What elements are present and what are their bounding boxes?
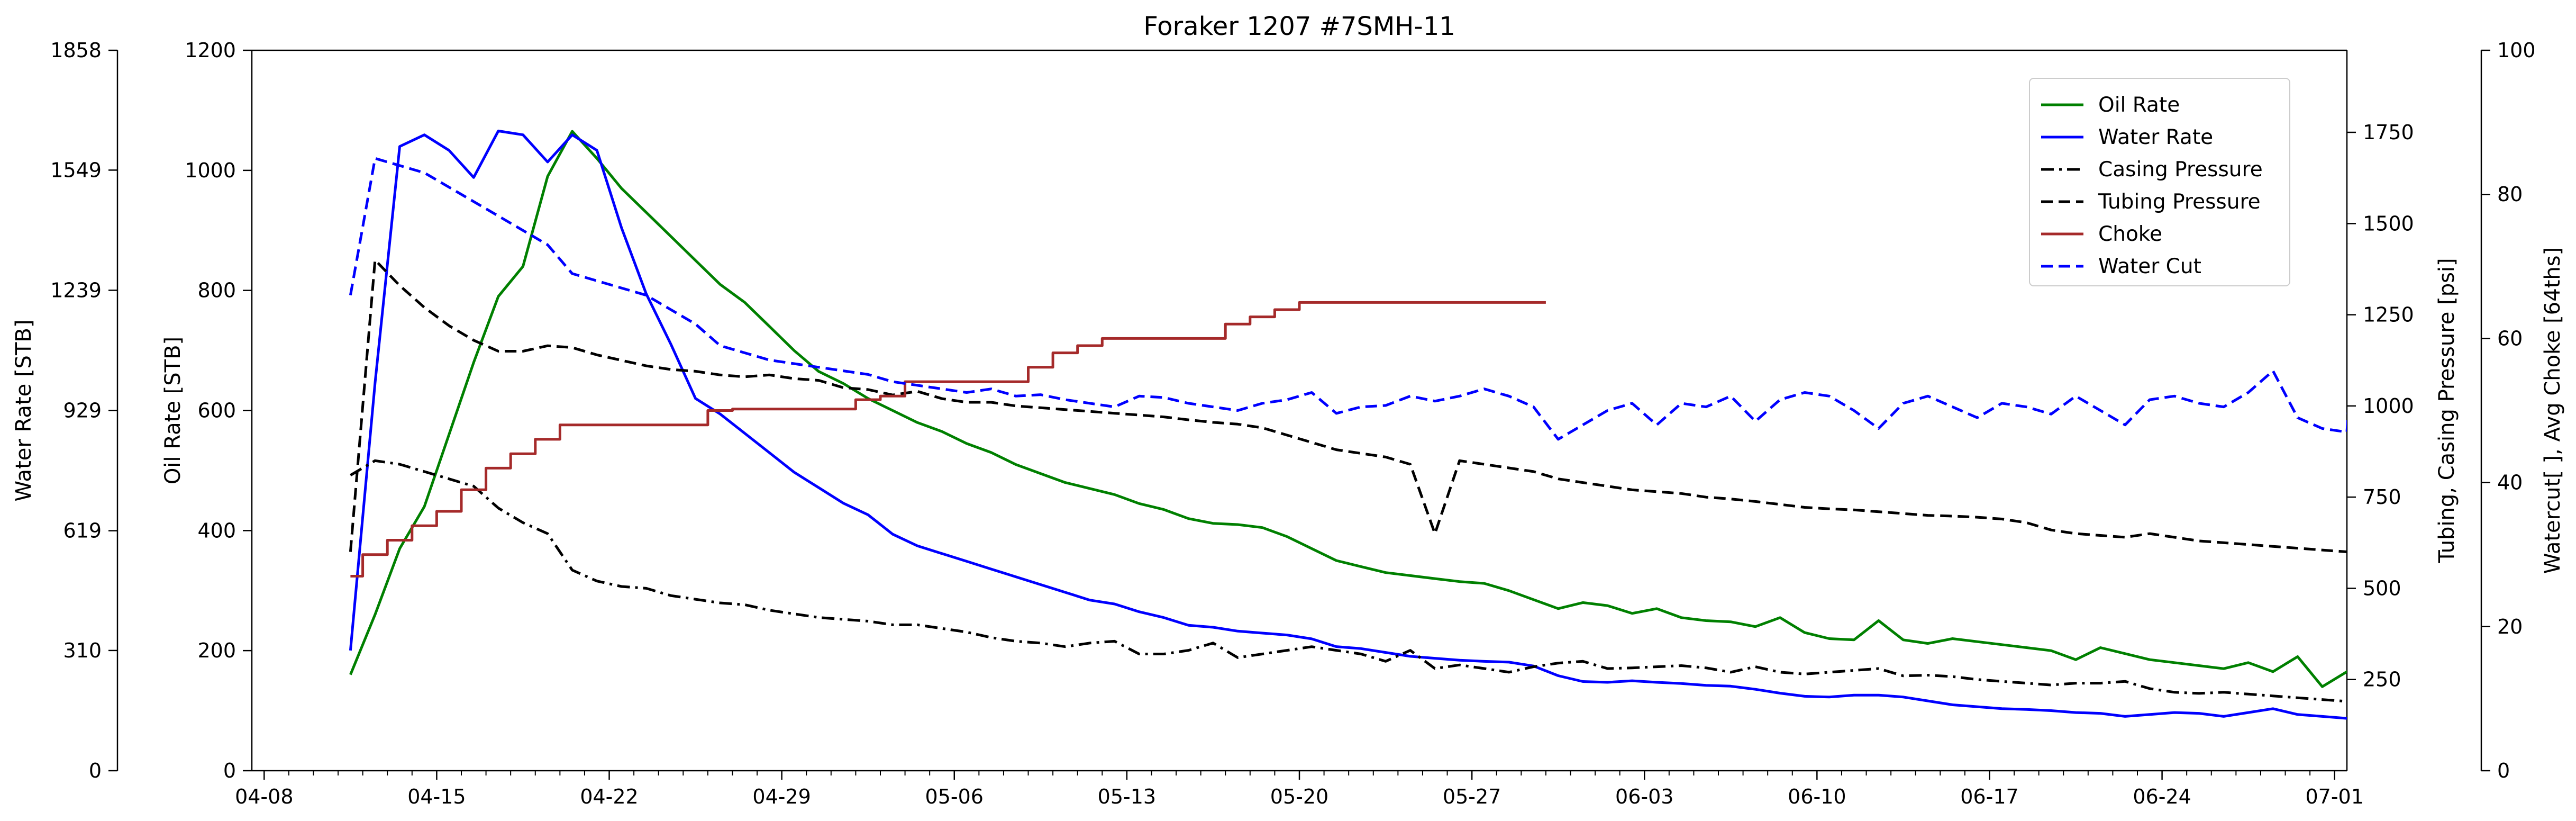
percent-tick-label: 60 [2497, 327, 2523, 350]
percent-tick-label: 0 [2497, 759, 2510, 782]
oil-axis-label: Oil Rate [STB] [161, 337, 185, 484]
legend-entry: Oil Rate [2098, 93, 2180, 117]
legend-entry: Water Rate [2098, 125, 2213, 149]
pressure-tick-label: 750 [2363, 485, 2401, 509]
water-tick-label: 929 [63, 399, 102, 422]
x-tick-label: 05-20 [1270, 785, 1328, 808]
chart-title: Foraker 1207 #7SMH-11 [1143, 12, 1455, 41]
series-line-tubing-pressure [349, 258, 2347, 554]
legend-entry: Casing Pressure [2098, 158, 2263, 182]
series-line-casing-pressure [350, 459, 2347, 703]
legend-entry: Choke [2098, 222, 2162, 246]
series-line-choke [350, 301, 1546, 578]
series-line-oil-rate [349, 130, 2347, 688]
water-tick-label: 1549 [50, 158, 102, 182]
x-tick-label: 04-29 [752, 785, 811, 808]
x-tick-label: 05-06 [925, 785, 984, 808]
legend: Oil Rate Water Rate Casing Pressure Tubing … [2029, 78, 2290, 286]
oil-tick-label: 1000 [185, 159, 236, 182]
pressure-tick-label: 1250 [2363, 303, 2414, 327]
x-tick-label: 05-13 [1098, 785, 1156, 808]
pressure-tick-label: 1500 [2363, 212, 2414, 235]
x-tick-label: 06-17 [1960, 785, 2018, 808]
pressure-tick-label: 250 [2363, 668, 2401, 691]
x-tick-label: 05-27 [1443, 785, 1501, 808]
legend-box [2029, 78, 2290, 286]
percent-tick-label: 80 [2497, 183, 2523, 206]
water-tick-label: 0 [89, 759, 102, 782]
pressure-tick-label: 1000 [2363, 394, 2414, 418]
water-tick-label: 619 [63, 519, 102, 543]
water-tick-label: 1239 [50, 278, 102, 302]
series-line-water-rate [349, 129, 2347, 720]
oil-tick-label: 1200 [185, 39, 236, 62]
oil-tick-label: 600 [197, 399, 236, 422]
percent-tick-label: 20 [2497, 615, 2523, 638]
x-tick-label: 06-10 [1788, 785, 1846, 808]
plot-area [349, 129, 2347, 720]
axes: 04-08 04-15 04-22 04-29 05-06 05-13 05-20 05-27… [12, 39, 2565, 808]
x-tick-label: 07-01 [2305, 785, 2363, 808]
oil-tick-label: 0 [223, 759, 236, 782]
water-tick-label: 310 [63, 639, 102, 662]
oil-tick-label: 800 [197, 279, 236, 302]
x-tick-label: 04-08 [235, 785, 293, 808]
x-tick-label: 06-24 [2133, 785, 2191, 808]
percent-tick-label: 40 [2497, 471, 2523, 494]
x-tick-label: 04-22 [580, 785, 638, 808]
oil-tick-label: 200 [197, 639, 236, 662]
series-line-water-cut [349, 157, 2347, 441]
x-tick-label: 04-15 [407, 785, 466, 808]
legend-entry: Water Cut [2098, 255, 2201, 278]
percent-tick-label: 100 [2497, 39, 2536, 62]
pressure-tick-label: 1750 [2363, 121, 2414, 144]
legend-entry: Tubing Pressure [2098, 190, 2261, 214]
percent-axis-label: Watercut[ ], Avg Choke [64ths] [2541, 247, 2565, 574]
pressure-tick-label: 500 [2363, 576, 2401, 600]
oil-tick-label: 400 [197, 519, 236, 542]
water-tick-label: 1858 [50, 39, 102, 62]
pressure-axis-label: Tubing, Casing Pressure [psi] [2435, 258, 2459, 563]
x-tick-label: 06-03 [1615, 785, 1673, 808]
water-axis-label: Water Rate [STB] [12, 320, 36, 502]
